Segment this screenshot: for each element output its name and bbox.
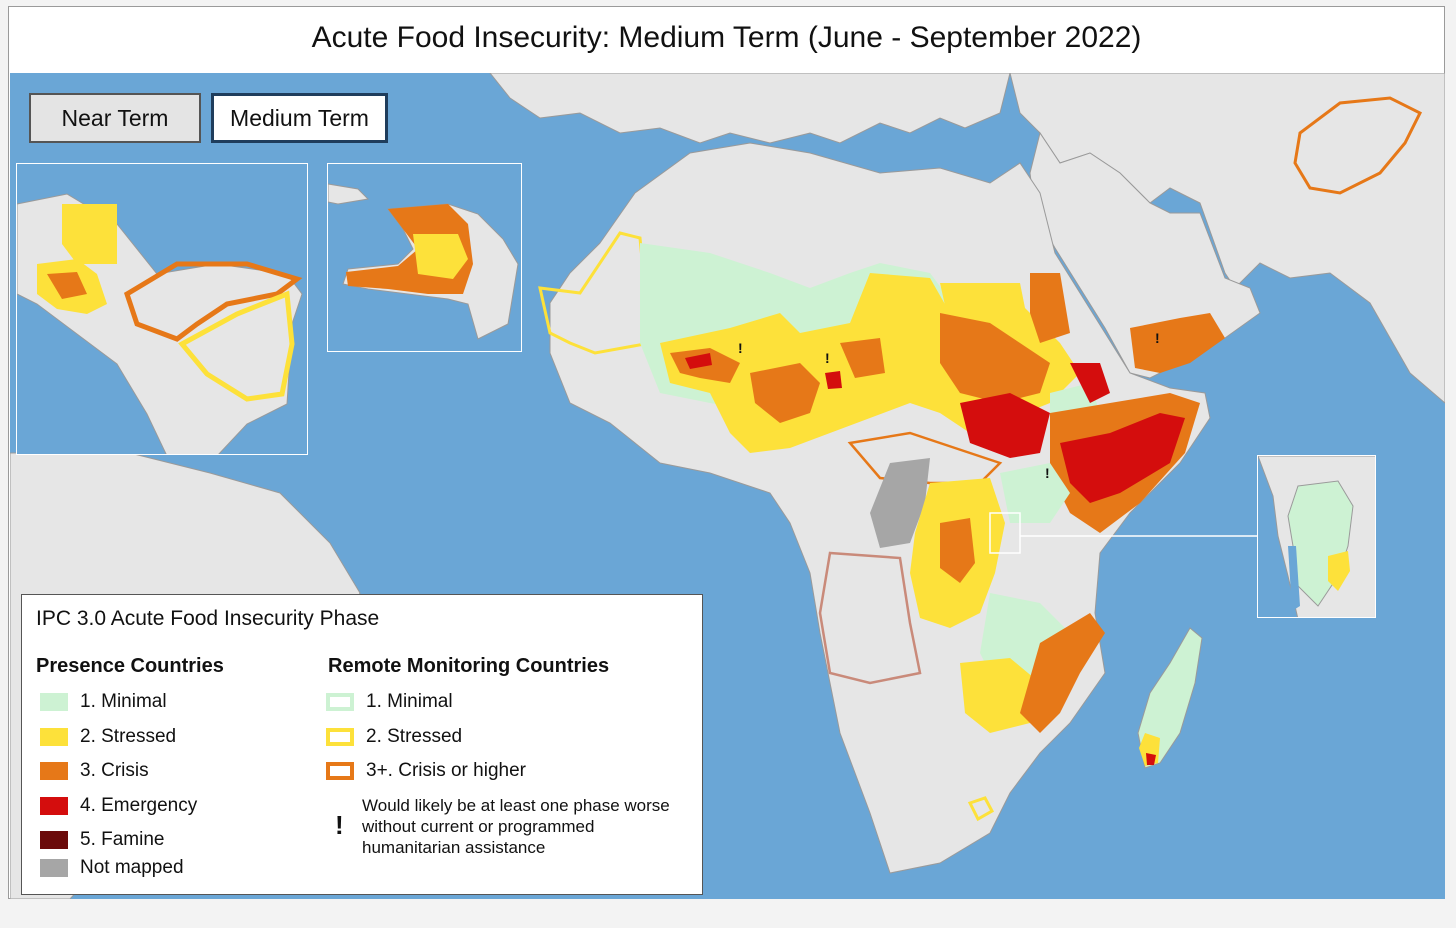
legend-assistance-note: Would likely be at least one phase worse… <box>362 796 670 857</box>
legend-swatch <box>40 796 68 815</box>
land-europe <box>489 73 1011 144</box>
map-figure: Acute Food Insecurity: Medium Term (June… <box>8 6 1445 899</box>
assistance-marker: ! <box>825 350 830 366</box>
tab-medium-term[interactable]: Medium Term <box>211 93 388 143</box>
legend-swatch <box>40 693 68 711</box>
legend-presence-heading: Presence Countries <box>36 655 224 677</box>
yemen-crisis <box>1130 313 1225 373</box>
mali-emergency <box>685 353 712 369</box>
inset-burundi <box>1257 455 1376 618</box>
legend-swatch <box>40 762 68 780</box>
southern-africa-stressed <box>960 658 1040 733</box>
legend-swatch <box>326 693 354 711</box>
legend-swatch <box>326 727 354 746</box>
nicaragua-remote <box>178 290 295 402</box>
land-central-america <box>17 193 303 454</box>
angola-remote <box>818 551 922 685</box>
haiti-stressed <box>413 234 468 279</box>
horn-emergency <box>1060 413 1185 503</box>
legend-title: IPC 3.0 Acute Food Insecurity Phase <box>36 607 380 630</box>
land-madagascar <box>1137 627 1203 769</box>
inset-central-america <box>16 163 308 455</box>
legend-label: 4. Emergency <box>80 794 198 816</box>
tab-near-term[interactable]: Near Term <box>29 93 201 143</box>
lake-tanganyika <box>1288 546 1300 611</box>
legend-label: 1. Minimal <box>366 691 453 712</box>
map-title: Acute Food Insecurity: Medium Term (June… <box>311 21 1142 54</box>
legend-label: 3. Crisis <box>80 760 149 781</box>
eritrea-ethiopia-emergency <box>1070 363 1110 403</box>
inset-marker <box>989 512 1021 554</box>
inset-haiti-svg <box>328 183 519 340</box>
drc-crisis <box>940 518 975 583</box>
lesotho-remote <box>967 796 995 822</box>
afghanistan-remote <box>1293 96 1423 195</box>
legend-label: Not mapped <box>80 857 184 878</box>
legend-label: 5. Famine <box>80 829 165 850</box>
guatemala-crisis <box>47 272 87 299</box>
south-sudan-emergency <box>960 393 1050 458</box>
map-legend: IPC 3.0 Acute Food Insecurity Phase Pres… <box>21 594 703 895</box>
legend-swatch <box>326 762 354 780</box>
inset-central-america-svg <box>17 193 303 454</box>
legend-swatch <box>40 859 68 877</box>
inset-haiti <box>327 163 522 352</box>
guatemala-north <box>62 204 117 264</box>
legend-swatch <box>40 727 68 746</box>
legend-label: 1. Minimal <box>80 691 167 712</box>
niger-crisis <box>840 338 885 378</box>
burundi-stressed <box>1328 551 1350 591</box>
east-africa-minimal <box>1000 463 1070 523</box>
chad-sudan-crisis <box>940 313 1050 403</box>
assistance-marker: ! <box>1155 330 1160 346</box>
legend-label: 2. Stressed <box>80 725 177 747</box>
honduras-remote <box>123 261 303 342</box>
assistance-marker: ! <box>1045 465 1050 481</box>
burkina-crisis <box>750 363 820 423</box>
legend-remote-heading: Remote Monitoring Countries <box>328 655 610 677</box>
madagascar-south-emergency <box>1146 753 1156 765</box>
assistance-marker: ! <box>738 340 743 356</box>
map-area[interactable]: ! ! ! ! Near Term Medium Term <box>10 73 1445 899</box>
legend-label: 2. Stressed <box>366 725 463 747</box>
legend-swatch <box>40 831 68 849</box>
mozambique-crisis <box>1020 613 1105 733</box>
legend-label: 3+. Crisis or higher <box>366 760 526 781</box>
drc-not-mapped <box>870 458 930 548</box>
sudan-crisis <box>1030 273 1070 343</box>
land-cuba-tip <box>328 183 370 205</box>
assistance-icon: ! <box>335 810 344 840</box>
nigeria-emergency <box>825 371 842 389</box>
inset-burundi-svg <box>1258 456 1375 617</box>
